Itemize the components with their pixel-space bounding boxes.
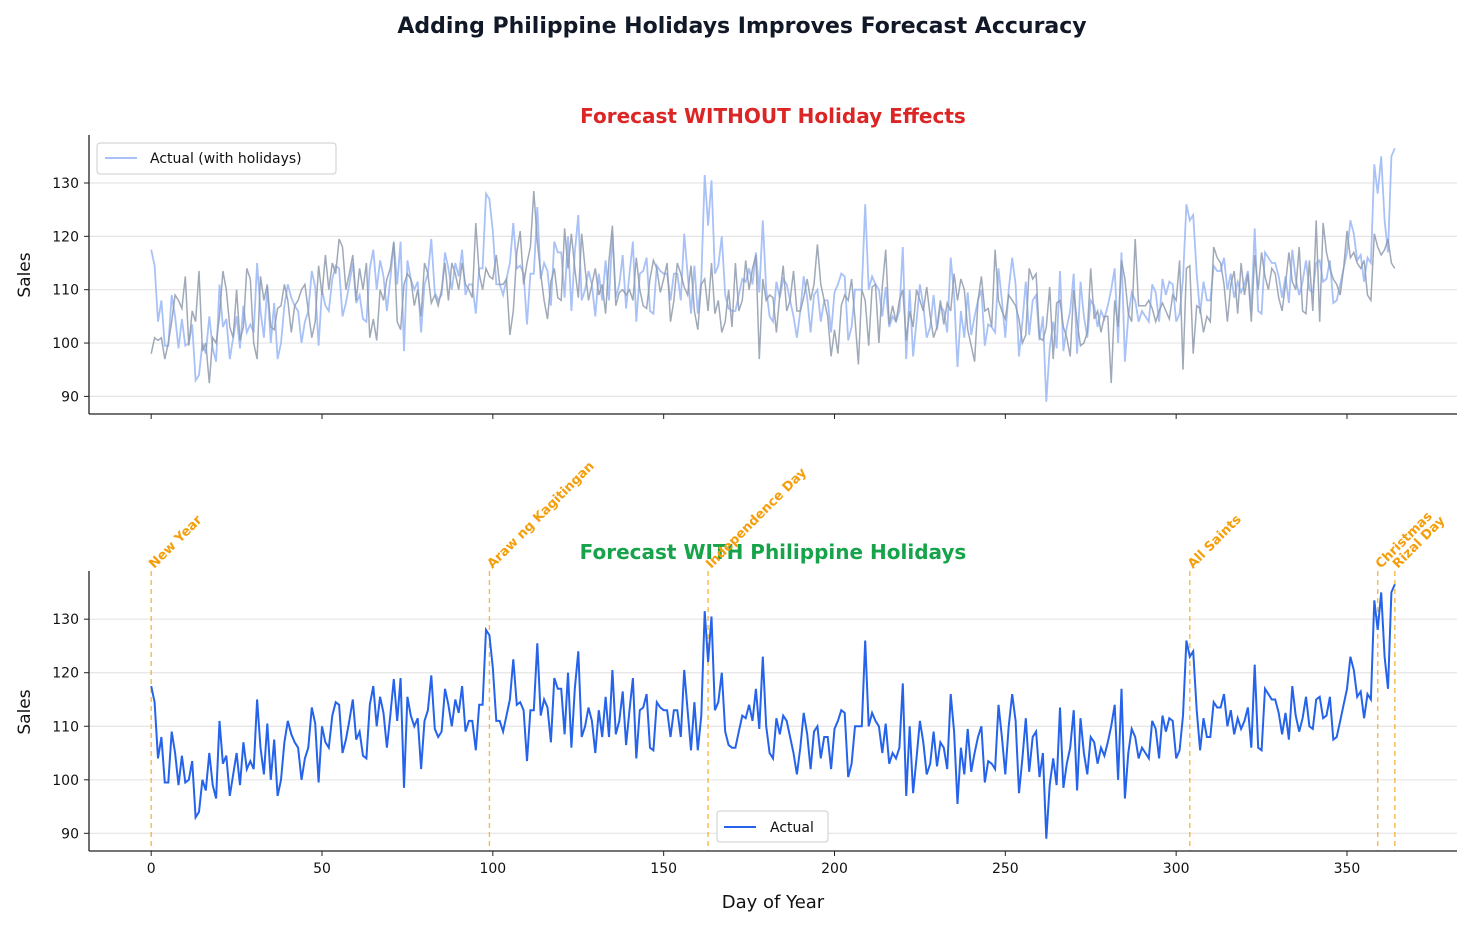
y-tick-label: 100 [52, 336, 79, 352]
y-axis-label-top: Sales [15, 252, 35, 297]
panel-title-without: Forecast WITHOUT Holiday Effects [580, 104, 966, 128]
series-actual [150, 584, 1396, 839]
figure-title: Adding Philippine Holidays Improves Fore… [397, 14, 1086, 39]
y-axis-label-bottom: Sales [15, 689, 35, 734]
x-tick-label: 350 [1334, 861, 1361, 877]
x-tick-label: 0 [147, 861, 156, 877]
panel-with-holidays: Forecast WITH Philippine Holidays Sales … [15, 459, 1457, 913]
y-tick-label: 90 [61, 826, 79, 842]
legend-bottom: Actual [716, 810, 829, 843]
y-tick-label: 90 [61, 389, 79, 405]
y-tick-label: 130 [52, 612, 79, 628]
y-tick-label: 110 [52, 283, 79, 299]
legend-label-actual-with-holidays: Actual (with holidays) [150, 151, 302, 167]
y-tick-label: 110 [52, 719, 79, 735]
y-tick-label: 120 [52, 666, 79, 682]
legend-box [716, 810, 829, 843]
x-axis-label: Day of Year [722, 892, 825, 913]
holiday-label: New Year [146, 512, 205, 571]
x-tick-label: 50 [313, 861, 331, 877]
x-tick-label: 250 [992, 861, 1019, 877]
series-actual-with-holidays [150, 147, 1396, 402]
series-forecast-without-holidays [150, 190, 1396, 384]
legend-label-actual: Actual [770, 820, 814, 836]
legend-top: Actual (with holidays) [96, 142, 337, 175]
x-tick-label: 200 [821, 861, 848, 877]
x-tick-label: 150 [650, 861, 677, 877]
panel-title-with: Forecast WITH Philippine Holidays [580, 540, 967, 564]
panel-without-holidays: Forecast WITHOUT Holiday Effects Sales 9… [15, 104, 1457, 419]
y-tick-label: 130 [52, 176, 79, 192]
y-tick-label: 120 [52, 229, 79, 245]
holiday-label: All Saints [1185, 512, 1245, 572]
x-tick-label: 100 [479, 861, 506, 877]
y-tick-label: 100 [52, 773, 79, 789]
x-tick-label: 300 [1163, 861, 1190, 877]
